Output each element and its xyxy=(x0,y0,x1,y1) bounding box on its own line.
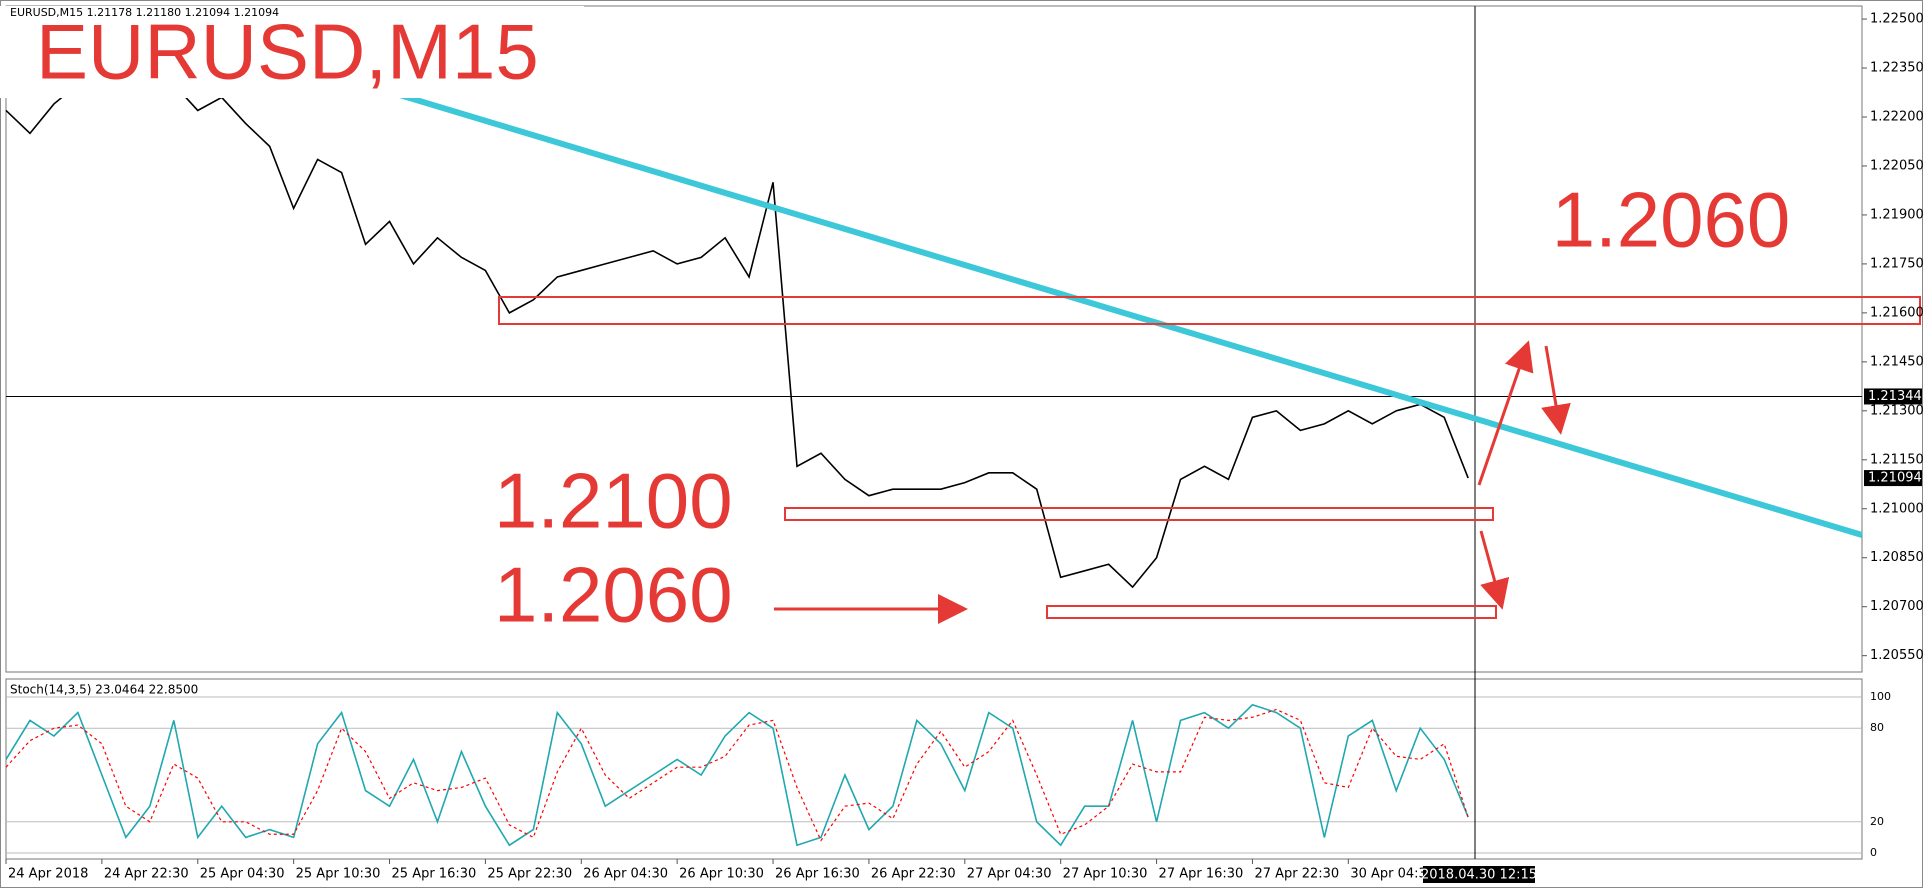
crosshair-time: 2018.04.30 12:15 xyxy=(1421,868,1537,883)
arrow xyxy=(1477,340,1534,486)
main-plot xyxy=(5,5,1863,673)
stoch-plot xyxy=(5,678,1863,860)
x-tick-label: 25 Apr 16:30 xyxy=(392,867,477,882)
y-tick-label: 1.21750 xyxy=(1870,256,1923,271)
x-tick-label: 27 Apr 22:30 xyxy=(1254,867,1339,882)
y-tick-label: 20 xyxy=(1870,815,1884,828)
x-tick-label: 26 Apr 22:30 xyxy=(871,867,956,882)
y-tick-label: 1.22350 xyxy=(1870,61,1923,76)
arrow xyxy=(1479,530,1510,610)
y-tick-label: 1.20700 xyxy=(1870,599,1923,614)
stoch-title: Stoch(14,3,5) 23.0464 22.8500 xyxy=(10,683,198,697)
price-tag xyxy=(1864,470,1922,487)
zone-box xyxy=(498,296,1921,325)
label-box xyxy=(1528,184,1819,264)
x-tick-label: 26 Apr 16:30 xyxy=(775,867,860,882)
y-tick-label: 1.21150 xyxy=(1870,452,1923,467)
x-tick-label: 30 Apr 04:30 xyxy=(1350,867,1435,882)
current-price: 1.21094 xyxy=(1868,471,1922,486)
annotation: 1.2060 xyxy=(494,551,733,639)
header: EURUSD,M15 1.21178 1.21180 1.21094 1.210… xyxy=(10,6,279,19)
annotation: 1.2060 xyxy=(1552,176,1791,264)
symbol-title: EURUSD,M15 xyxy=(36,8,539,96)
y-tick-label: 1.22050 xyxy=(1870,158,1923,173)
stoch-main xyxy=(5,703,1469,847)
time-tag xyxy=(1423,866,1535,883)
y-tick-label: 1.22200 xyxy=(1870,110,1923,125)
price-tag xyxy=(1864,388,1922,405)
label-box xyxy=(0,6,584,98)
trend-line xyxy=(196,31,1863,538)
y-tick-label: 1.21600 xyxy=(1870,305,1923,320)
x-tick-label: 26 Apr 10:30 xyxy=(679,867,764,882)
y-tick-label: 1.21900 xyxy=(1870,207,1923,222)
x-tick-label: 27 Apr 16:30 xyxy=(1159,867,1244,882)
x-tick-label: 24 Apr 2018 xyxy=(8,867,88,882)
x-tick-label: 25 Apr 10:30 xyxy=(296,867,381,882)
x-tick-label: 27 Apr 04:30 xyxy=(967,867,1052,882)
y-tick-label: 100 xyxy=(1870,690,1891,703)
x-tick-label: 25 Apr 04:30 xyxy=(200,867,285,882)
y-tick-label: 1.20850 xyxy=(1870,550,1923,565)
annotation: 1.2100 xyxy=(494,457,733,545)
label-box xyxy=(458,466,774,650)
y-tick-label: 1.21000 xyxy=(1870,501,1923,516)
x-tick-label: 25 Apr 22:30 xyxy=(487,867,572,882)
x-tick-label: 27 Apr 10:30 xyxy=(1063,867,1148,882)
y-tick-label: 1.21450 xyxy=(1870,354,1923,369)
stoch-signal xyxy=(5,708,1469,842)
crosshair-price: 1.21344 xyxy=(1868,389,1922,404)
x-tick-label: 24 Apr 22:30 xyxy=(104,867,189,882)
y-tick-label: 1.20550 xyxy=(1870,648,1923,663)
y-tick-label: 1.21300 xyxy=(1870,403,1923,418)
y-tick-label: 1.22500 xyxy=(1870,12,1923,27)
zone-box xyxy=(784,507,1494,521)
price-line xyxy=(5,76,1469,589)
x-tick-label: 26 Apr 04:30 xyxy=(583,867,668,882)
zone-box xyxy=(1046,605,1497,619)
y-tick-label: 0 xyxy=(1870,846,1877,859)
arrow xyxy=(1541,345,1571,435)
y-tick-label: 80 xyxy=(1870,721,1884,734)
